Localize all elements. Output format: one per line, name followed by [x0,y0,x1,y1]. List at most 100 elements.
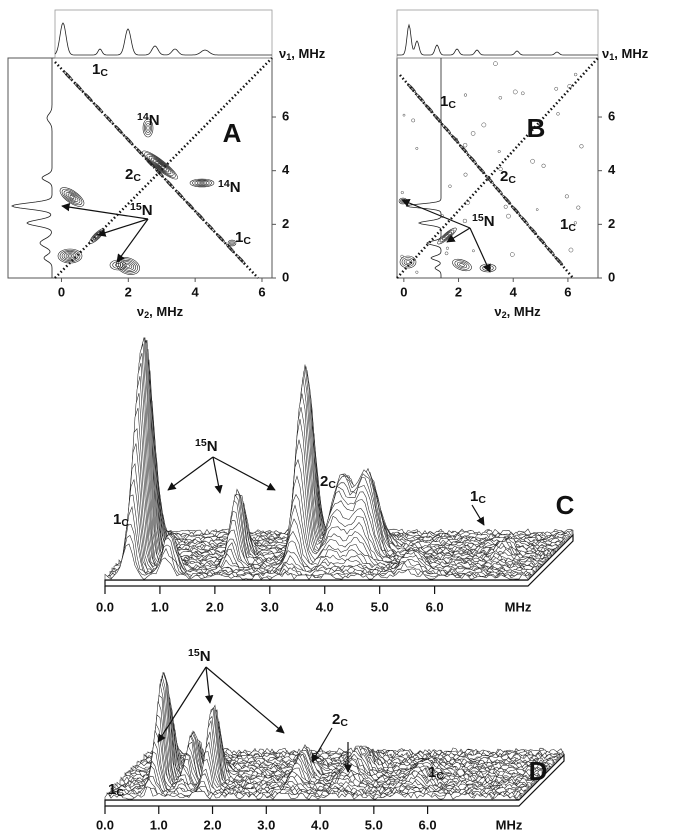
contour-line [113,262,124,269]
panel-letter: B [527,113,546,143]
contour-line [401,255,404,258]
contour-line [542,164,546,168]
panel-letter: A [223,118,242,148]
contour-line [555,87,558,90]
annotation: 2C [125,166,141,184]
annotation: 1C [470,488,486,506]
contour-line [504,205,508,209]
contour-line [445,252,448,255]
arrow [117,219,148,262]
label-part: 15 [195,437,207,449]
x-tick-label: 4.0 [316,599,334,614]
contour-line [412,119,415,122]
label-part: 1 [560,216,568,233]
x-tick-label: 2 [125,284,132,299]
contour-line [197,181,207,184]
label-part: C [116,787,124,799]
label-part: ν [137,304,144,319]
label-part: N [149,112,160,129]
contour-line [510,252,514,256]
x-tick-label: 3.0 [257,817,275,832]
label-part: 1 [428,764,436,781]
y-tick-label: 6 [282,108,289,123]
projection [12,58,52,278]
contour-line [493,62,497,66]
projection-frame [55,10,272,58]
x-tick-label: 0 [400,284,407,299]
contour-line [506,214,510,218]
diagonal [397,58,598,278]
label-part: C [340,717,348,729]
label-part: C [568,222,576,234]
contour-line [415,93,425,103]
annotation: 14N [137,111,160,129]
contour-line [463,219,467,223]
x-tick-label: 5.0 [371,599,389,614]
x-tick-label: 2.0 [203,817,221,832]
x-tick-label: 3.0 [261,599,279,614]
contour-line [464,173,467,176]
contour-line [126,264,131,268]
arrow [213,457,275,490]
annotation: 15N [472,212,495,230]
contour-line [66,254,74,259]
contour-line [574,73,577,76]
contour-line [471,131,475,135]
contour-line [416,147,418,149]
label-part: C [448,99,456,111]
annotation: 1C [560,216,576,234]
label-part: ν [279,46,286,61]
contour-line [416,271,419,274]
contour-line [467,154,477,164]
contour-line [459,263,465,267]
contour-line [519,215,529,225]
contour-line [531,159,535,163]
diagonal [400,75,573,278]
contour-line [513,90,517,94]
contour-line [60,250,80,262]
contour-line [536,209,538,211]
x-tick-label: 6.0 [426,599,444,614]
x-tick-label: 6.0 [419,817,437,832]
annotation: 2C [332,711,348,729]
arrow [402,200,470,228]
label-part: N [142,202,153,219]
projection [406,58,441,278]
x-tick-label: 4.0 [311,817,329,832]
label-part: , MHz [149,304,183,319]
y-tick-label: 0 [608,269,615,284]
arrow [213,457,220,493]
arrow [472,505,484,525]
contour-line [403,114,405,116]
x-tick-label: 4 [192,284,200,299]
label-part: 14 [137,111,149,123]
y-tick-label: 0 [282,269,289,284]
label-part: 1 [470,488,478,505]
x-tick-label: 0.0 [96,817,114,832]
x-tick-label: 5.0 [365,817,383,832]
label-part: C [478,494,486,506]
projection [55,23,272,55]
label-part: 1 [92,61,100,78]
y-axis-label: ν1, MHz [602,46,649,61]
contour-line [565,195,569,199]
annotation: 1C [92,61,108,79]
contour-line [406,261,410,264]
label-part: N [200,648,211,665]
annotation: 2C [500,168,516,186]
label-part: 2 [125,166,133,183]
figure: 02460246ν2, MHzν1, MHz1C14N2C14N15N1CA02… [0,0,679,833]
contour-line [436,226,458,246]
label-part: N [230,179,241,196]
contour-line [498,150,500,152]
arrow [98,219,148,235]
y-tick-label: 6 [608,108,615,123]
label-part: C [133,172,141,184]
label-part: ν [494,304,501,319]
y-axis-label: ν1, MHz [279,46,326,61]
contour-line [463,143,467,147]
contour-line [200,182,205,184]
label-part: 15 [188,647,200,659]
label-part: 14 [218,178,230,190]
contour-line [441,124,451,134]
